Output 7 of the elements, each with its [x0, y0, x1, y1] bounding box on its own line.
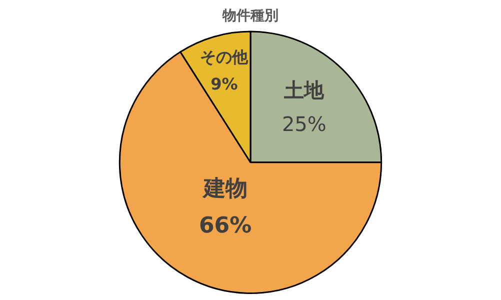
slice-label: 土地 [283, 78, 326, 102]
data-label: 66% [198, 214, 252, 239]
chart-title: 物件種別 [222, 8, 278, 24]
slice-label: その他 [200, 47, 250, 66]
slice-label: 建物 [201, 176, 248, 202]
data-label: 9% [210, 74, 238, 94]
data-label: 25% [282, 112, 326, 136]
